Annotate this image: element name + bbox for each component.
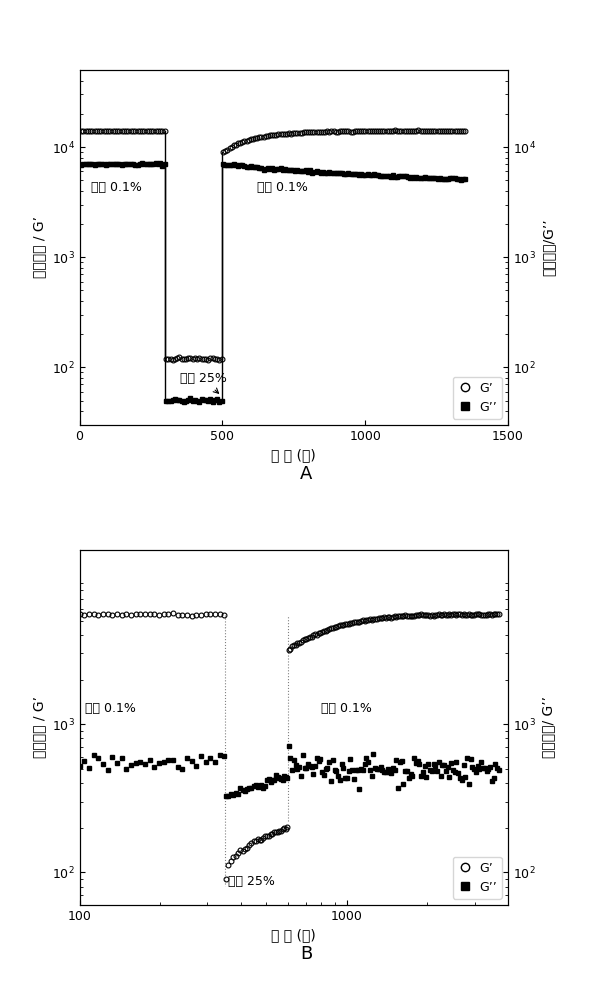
X-axis label: 时 间 (秒): 时 间 (秒): [271, 448, 316, 462]
Text: 应变 25%: 应变 25%: [228, 875, 275, 888]
Y-axis label: 损耗模量/G’’: 损耗模量/G’’: [542, 219, 555, 276]
Y-axis label: 储能模量 / G’: 储能模量 / G’: [32, 217, 46, 278]
Text: 应变 0.1%: 应变 0.1%: [85, 702, 136, 715]
Text: A: A: [300, 465, 312, 483]
Text: 应变 0.1%: 应变 0.1%: [91, 181, 142, 194]
Legend: G’, G’’: G’, G’’: [453, 376, 502, 419]
Text: 应变 25%: 应变 25%: [179, 372, 226, 393]
Y-axis label: 储能模量 / G’: 储能模量 / G’: [32, 696, 47, 758]
Y-axis label: 损耗模量/ G’’: 损耗模量/ G’’: [541, 696, 555, 758]
Text: 应变 0.1%: 应变 0.1%: [321, 702, 372, 715]
Legend: G’, G’’: G’, G’’: [453, 856, 502, 899]
X-axis label: 时 间 (秒): 时 间 (秒): [271, 928, 316, 942]
Text: B: B: [300, 945, 312, 963]
Text: 应变 0.1%: 应变 0.1%: [256, 181, 307, 194]
